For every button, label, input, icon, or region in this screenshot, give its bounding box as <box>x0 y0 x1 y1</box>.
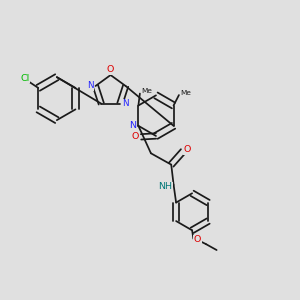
Text: Me: Me <box>180 90 191 96</box>
Text: O: O <box>132 132 140 141</box>
Text: O: O <box>107 65 114 74</box>
Text: N: N <box>129 121 136 130</box>
Text: Cl: Cl <box>20 74 30 83</box>
Text: N: N <box>122 99 128 108</box>
Text: NH: NH <box>158 182 172 191</box>
Text: O: O <box>194 236 201 244</box>
Text: N: N <box>87 82 93 91</box>
Text: Me: Me <box>141 88 152 94</box>
Text: O: O <box>184 145 191 154</box>
